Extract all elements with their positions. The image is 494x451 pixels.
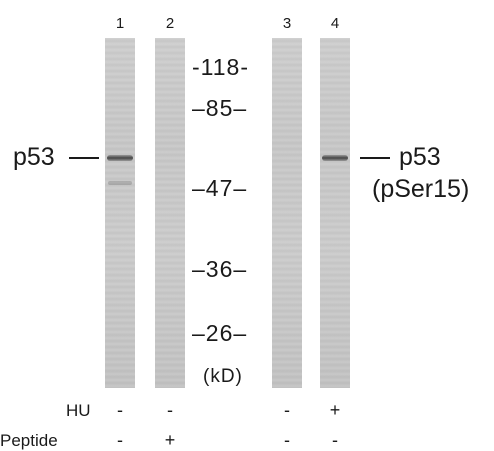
marker-47: –47– [192, 175, 248, 201]
peptide-sign-lane-2: + [164, 430, 176, 450]
blot-lane-4 [320, 38, 350, 388]
marker-36: –36– [192, 256, 248, 282]
p53-label-right: p53 [399, 143, 441, 171]
peptide-sign-lane-1: - [117, 430, 123, 450]
p53-label-left: p53 [13, 143, 55, 171]
hu-sign-lane-1: - [117, 400, 123, 420]
peptide-sign-lane-3: - [284, 430, 290, 450]
lane-number-1: 1 [115, 15, 125, 32]
unit-label: (kD) [203, 366, 243, 387]
hu-sign-lane-2: - [167, 400, 173, 420]
peptide-sign-lane-4: - [332, 430, 338, 450]
blot-lane-3 [272, 38, 302, 388]
faint-band-lane-1 [108, 181, 132, 185]
marker-26: –26– [192, 320, 248, 346]
blot-lane-2 [155, 38, 185, 388]
lane-number-3: 3 [282, 15, 292, 32]
p53-band-lane-1 [107, 155, 133, 161]
lane-number-2: 2 [165, 15, 175, 32]
blot-lane-1 [105, 38, 135, 388]
marker-85: –85– [192, 95, 248, 121]
lane-number-4: 4 [330, 15, 340, 32]
marker-118: -118- [192, 54, 249, 80]
p53-pointer-right [360, 157, 390, 159]
pser15-label: (pSer15) [372, 175, 470, 203]
hu-row-label: HU [66, 401, 91, 420]
hu-sign-lane-3: - [284, 400, 290, 420]
hu-sign-lane-4: + [329, 400, 341, 420]
peptide-row-label: Peptide [0, 431, 58, 450]
p53-band-lane-4 [322, 155, 348, 161]
p53-pointer-left [69, 157, 99, 159]
